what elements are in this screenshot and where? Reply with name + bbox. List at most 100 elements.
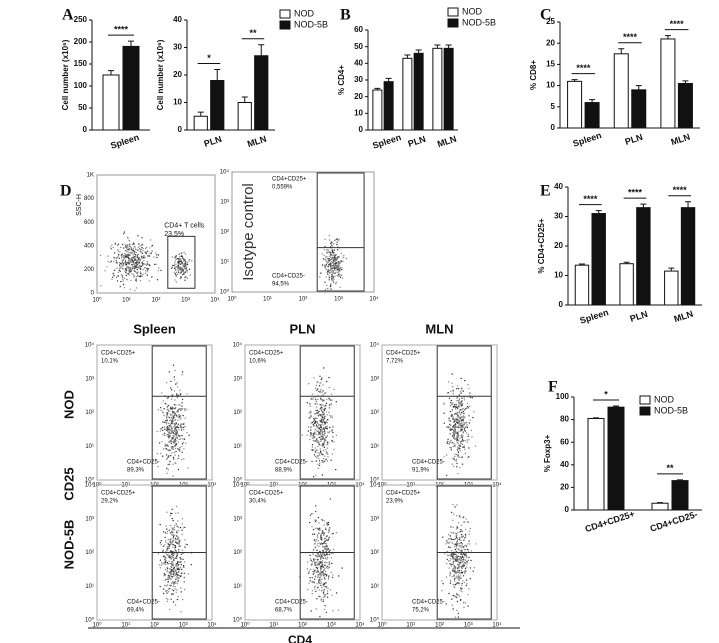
event-dot: [140, 268, 142, 270]
event-dot: [322, 557, 324, 559]
event-dot: [330, 283, 332, 285]
event-dot: [141, 237, 143, 239]
event-dot: [180, 561, 182, 563]
event-dot: [338, 239, 340, 241]
error-bar: [593, 417, 599, 419]
event-dot: [159, 430, 161, 432]
significance-label: *: [604, 389, 608, 399]
legend-label: NOD-5B: [654, 405, 688, 415]
event-dot: [170, 426, 172, 428]
event-dot: [165, 549, 168, 551]
event-dot: [137, 274, 139, 277]
event-dot: [326, 427, 328, 430]
event-dot: [321, 438, 323, 440]
event-dot: [315, 409, 317, 412]
event-dot: [328, 255, 331, 257]
event-dot: [314, 422, 316, 425]
event-dot: [151, 250, 153, 252]
event-dot: [451, 563, 453, 565]
event-dot: [322, 592, 325, 595]
y-axis-label: % Foxp3+: [543, 434, 552, 472]
event-dot: [188, 268, 191, 270]
event-dot: [455, 556, 457, 558]
event-dot: [179, 558, 182, 561]
event-dot: [163, 563, 166, 565]
event-dot: [179, 389, 181, 391]
plot-frame: [96, 344, 213, 481]
event-dot: [322, 572, 324, 574]
event-dot: [331, 279, 333, 281]
event-dot: [127, 244, 129, 246]
event-dot: [466, 425, 468, 428]
event-dot: [170, 550, 172, 552]
event-dot: [459, 516, 461, 518]
event-dot: [133, 275, 136, 278]
event-dot: [325, 545, 327, 548]
event-dot: [458, 565, 460, 568]
event-dot: [457, 612, 459, 615]
event-dot: [173, 544, 175, 546]
event-dot: [184, 263, 186, 265]
event-dot: [324, 267, 327, 269]
event-dot: [454, 584, 457, 586]
event-dot: [175, 538, 177, 541]
event-dot: [163, 555, 165, 557]
error-bar: [682, 80, 689, 84]
event-dot: [113, 256, 115, 259]
event-dot: [317, 441, 320, 443]
y-tick-label: 10⁴: [85, 482, 95, 489]
gate-label: CD4+CD25-: [127, 600, 160, 606]
event-dot: [326, 524, 328, 526]
event-dot: [315, 406, 318, 408]
event-dot: [470, 550, 473, 552]
event-dot: [179, 424, 181, 427]
event-dot: [174, 266, 176, 268]
event-dot: [314, 440, 317, 442]
event-dot: [461, 419, 463, 421]
event-dot: [128, 274, 130, 276]
event-dot: [170, 578, 172, 580]
legend-label: NOD: [462, 6, 483, 16]
event-dot: [335, 592, 338, 594]
event-dot: [136, 266, 139, 269]
event-dot: [452, 563, 455, 565]
event-dot: [468, 549, 470, 551]
event-dot: [321, 549, 324, 551]
event-dot: [330, 288, 332, 290]
event-dot: [159, 559, 162, 561]
event-dot: [176, 257, 179, 260]
event-dot: [450, 565, 452, 567]
event-dot: [457, 388, 460, 390]
event-dot: [308, 417, 310, 419]
y-tick-label: 40: [560, 460, 569, 469]
event-dot: [324, 595, 326, 597]
event-dot: [113, 269, 116, 271]
event-dot: [323, 438, 325, 440]
event-dot: [449, 429, 452, 431]
event-dot: [168, 410, 170, 412]
event-dot: [468, 415, 470, 417]
event-dot: [136, 268, 138, 271]
event-dot: [459, 572, 461, 575]
event-dot: [319, 375, 321, 377]
event-dot: [168, 437, 170, 439]
event-dot: [177, 267, 179, 269]
event-dot: [174, 580, 177, 583]
event-dot: [318, 522, 320, 524]
bar: [631, 89, 647, 129]
event-dot: [315, 474, 317, 476]
event-dot: [317, 388, 319, 390]
event-dot: [320, 406, 322, 409]
event-dot: [320, 542, 323, 544]
event-dot: [330, 284, 332, 286]
event-dot: [318, 560, 320, 563]
event-dot: [142, 269, 144, 271]
event-dot: [313, 533, 316, 535]
event-dot: [125, 269, 128, 272]
event-dot: [314, 588, 316, 590]
event-dot: [336, 275, 338, 277]
event-dot: [122, 276, 124, 278]
event-dot: [321, 586, 323, 589]
y-tick-label: 30: [173, 43, 182, 52]
event-dot: [330, 242, 332, 245]
